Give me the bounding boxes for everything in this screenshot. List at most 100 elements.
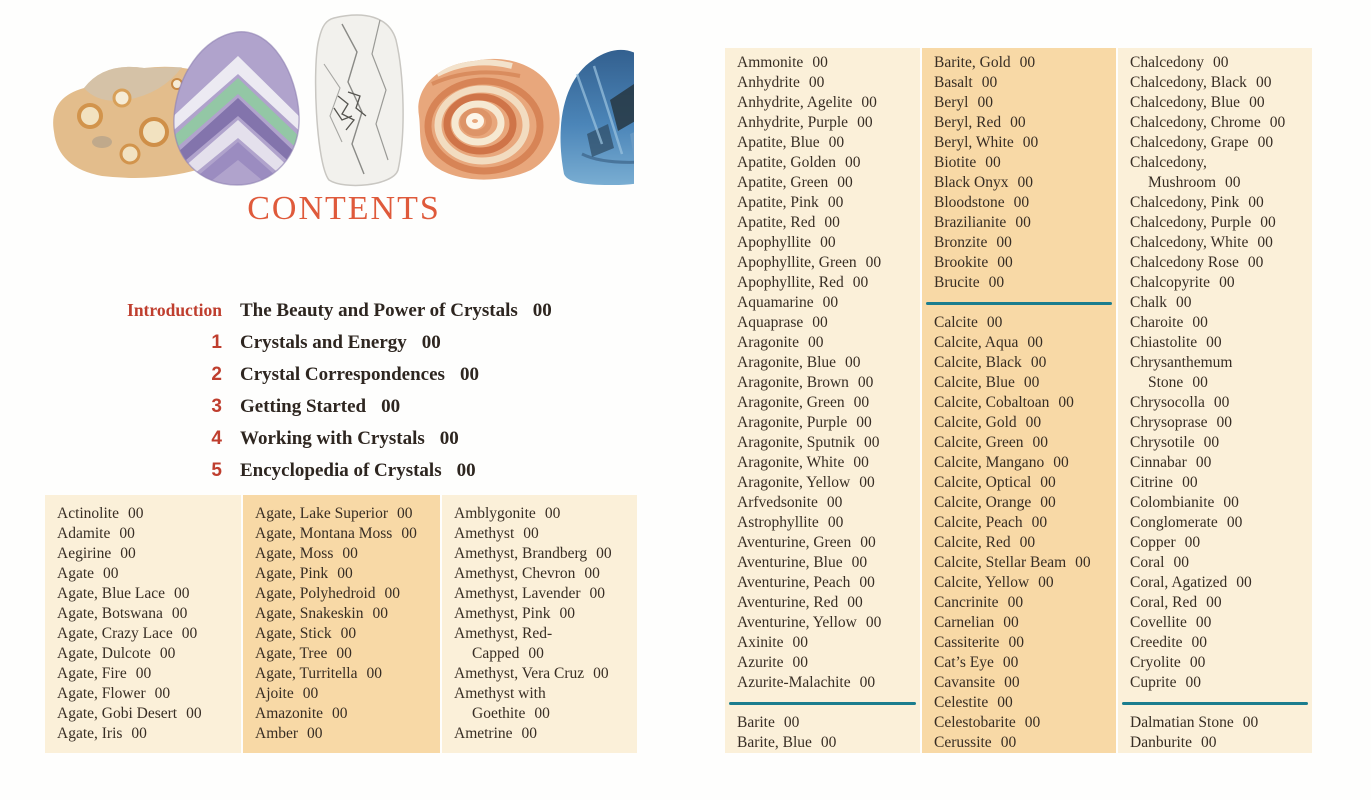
toc-entry: Calcite, Red 00 <box>922 533 1116 553</box>
chapter-page-number: 00 <box>532 300 552 321</box>
crystal-name: Aragonite, Green <box>737 394 845 411</box>
toc-entry: Brazilianite 00 <box>922 213 1116 233</box>
toc-entry: Calcite, Cobaltoan 00 <box>922 393 1116 413</box>
crystal-name: Agate, Botswana <box>57 605 163 622</box>
crystal-name: Apatite, Golden <box>737 154 837 171</box>
page-number: 00 <box>1000 734 1017 751</box>
crystal-name: Covellite <box>1130 614 1187 631</box>
page-number: 00 <box>997 694 1013 711</box>
crystal-name: Amethyst, Vera Cruz <box>454 665 585 682</box>
toc-entry: Apatite, Green 00 <box>725 173 920 193</box>
toc-entry: Calcite, Optical 00 <box>922 473 1116 493</box>
crystal-name: Agate <box>57 565 95 582</box>
toc-entry: Agate, Moss 00 <box>243 544 440 564</box>
toc-entry: Aventurine, Red 00 <box>725 593 920 613</box>
crystal-name: Actinolite <box>57 505 119 522</box>
toc-entry-continued: Goethite 00 <box>442 704 637 724</box>
toc-entry: Agate, Pink 00 <box>243 564 440 584</box>
crystal-name: Agate, Snakeskin <box>255 605 364 622</box>
page-number: 00 <box>865 254 882 271</box>
toc-entry: Chalcedony, Chrome 00 <box>1118 113 1312 133</box>
crystal-name: Calcite, Red <box>934 534 1011 551</box>
chapter-title: Crystal Correspondences <box>240 364 445 385</box>
page-number: 00 <box>342 545 358 562</box>
toc-entry: Conglomerate 00 <box>1118 513 1312 533</box>
toc-entry: Chalcedony, Grape 00 <box>1118 133 1312 153</box>
toc-entry: Chrysoprase 00 <box>1118 413 1312 433</box>
crystal-name: Carnelian <box>934 614 995 631</box>
chapter-title: Getting Started <box>240 396 367 417</box>
page-number: 00 <box>988 274 1005 291</box>
crystal-name: Aquaprase <box>737 314 804 331</box>
page-number: 00 <box>845 154 861 171</box>
crystal-name: Brazilianite <box>934 214 1007 231</box>
toc-entry: Ammonite 00 <box>725 53 920 73</box>
crystal-name: Chalcedony <box>1130 54 1205 71</box>
toc-entry: Ametrine 00 <box>442 724 637 744</box>
crystal-name: Calcite <box>934 314 978 331</box>
page-number: 00 <box>1226 514 1243 531</box>
crystal-name: Aragonite, Yellow <box>737 474 851 491</box>
chapter-title: The Beauty and Power of Crystals <box>240 300 518 321</box>
crystal-name: Ametrine <box>454 725 513 742</box>
toc-entry: Ajoite 00 <box>243 684 440 704</box>
chapter-row: Introduction The Beauty and Power of Crys… <box>88 300 648 332</box>
toc-entry: Actinolite 00 <box>45 504 241 524</box>
toc-entry: Azurite-Malachite 00 <box>725 673 920 693</box>
page-number: 00 <box>528 645 544 662</box>
toc-entry: Agate, Blue Lace 00 <box>45 584 241 604</box>
toc-entry: Colombianite 00 <box>1118 493 1312 513</box>
toc-entry: Agate, Gobi Desert 00 <box>45 704 241 724</box>
page-number: 00 <box>1015 214 1031 231</box>
crystal-name: Cuprite <box>1130 674 1177 691</box>
page-number: 00 <box>1192 374 1208 391</box>
section-divider <box>725 693 920 713</box>
page-number: 00 <box>1019 534 1036 551</box>
page-number: 00 <box>1257 234 1273 251</box>
page-number: 00 <box>828 134 845 151</box>
toc-entry: Aventurine, Peach 00 <box>725 573 920 593</box>
crystal-name: Apatite, Blue <box>737 134 820 151</box>
crystal-name: Citrine <box>1130 474 1174 491</box>
toc-entry: Basalt 00 <box>922 73 1116 93</box>
crystal-name: Agate, Lake Superior <box>255 505 388 522</box>
toc-entry: Apatite, Red 00 <box>725 213 920 233</box>
page-number: 00 <box>986 314 1003 331</box>
page-number: 00 <box>332 705 348 722</box>
page-number: 00 <box>559 605 575 622</box>
crystal-name: Chalcedony Rose <box>1130 254 1239 271</box>
page-number: 00 <box>1185 674 1202 691</box>
page-number: 00 <box>181 625 198 642</box>
chapter-row: 2 Crystal Correspondences 00 <box>88 364 648 396</box>
page-number: 00 <box>1025 414 1042 431</box>
crystal-name: Apatite, Green <box>737 174 829 191</box>
crystal-name: Calcite, Green <box>934 434 1024 451</box>
page-number: 00 <box>1203 434 1220 451</box>
crystal-name: Chalcedony, Pink <box>1130 194 1240 211</box>
crystal-name: Cinnabar <box>1130 454 1187 471</box>
toc-entry: Chalcedony, Blue 00 <box>1118 93 1312 113</box>
toc-entry: Agate, Turritella 00 <box>243 664 440 684</box>
index-column-right-3: Chalcedony 00 Chalcedony, Black 00 Chalcedon… <box>1118 48 1312 753</box>
crystal-name: Apophyllite, Red <box>737 274 844 291</box>
page-number: 00 <box>1213 394 1230 411</box>
crystal-name: Amethyst, Brandberg <box>454 545 588 562</box>
crystal-name: Agate, Flower <box>57 685 146 702</box>
toc-entry: Celestite 00 <box>922 693 1116 713</box>
page-number: 00 <box>860 534 876 551</box>
page-number: 00 <box>521 725 538 742</box>
page-number: 00 <box>366 665 382 682</box>
page-number: 00 <box>857 114 873 131</box>
toc-entry: Aventurine, Green 00 <box>725 533 920 553</box>
chapter-label: 5 <box>211 460 222 481</box>
page-number: 00 <box>174 585 190 602</box>
toc-entry: Beryl, White 00 <box>922 133 1116 153</box>
crystal-name-continued: Stone <box>1148 374 1184 391</box>
toc-entry: Calcite, Gold 00 <box>922 413 1116 433</box>
toc-entry: Calcite, Black 00 <box>922 353 1116 373</box>
page-number: 00 <box>1030 354 1047 371</box>
toc-entry: Adamite 00 <box>45 524 241 544</box>
toc-entry: Apatite, Pink 00 <box>725 193 920 213</box>
chapter-title: Working with Crystals <box>240 428 425 449</box>
crystal-name: Agate, Crazy Lace <box>57 625 173 642</box>
